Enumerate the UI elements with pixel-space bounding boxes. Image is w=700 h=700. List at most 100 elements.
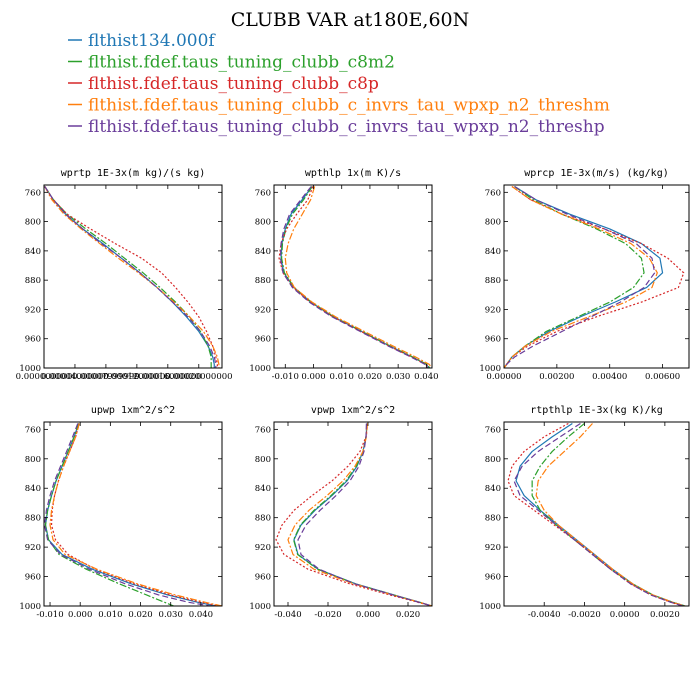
series-line <box>44 186 218 368</box>
y-tick-label: 840 <box>255 247 271 257</box>
y-tick-label: 960 <box>25 573 41 583</box>
series-line <box>504 185 656 368</box>
y-tick-label: 800 <box>255 455 271 465</box>
legend: flthist134.000fflthist.fdef.taus_tuning_… <box>68 31 610 137</box>
y-tick-label: 920 <box>485 543 501 553</box>
x-tick-label: -0.0020 <box>568 610 601 620</box>
panel-title: rtpthlp 1E-3x(kg K)/kg <box>530 405 662 416</box>
x-tick-label: 0.00020000000 <box>165 372 233 382</box>
plot-frame <box>503 421 690 607</box>
plot-frame <box>503 184 690 369</box>
y-tick-label: 800 <box>485 455 501 465</box>
y-tick-label: 760 <box>25 425 41 435</box>
y-tick-label: 840 <box>255 484 271 494</box>
panel-title: wpthlp 1x(m K)/s <box>305 168 401 179</box>
y-tick-label: 760 <box>255 425 271 435</box>
series-line <box>44 423 174 606</box>
plot-panel: rtpthlp 1E-3x(kg K)/kg 760 800 840 880 920 960… <box>479 405 690 620</box>
y-tick-label: 1000 <box>479 602 501 612</box>
x-tick-label: 0.00600 <box>645 372 680 382</box>
y-tick-label: 800 <box>485 218 501 228</box>
y-tick-label: 920 <box>255 305 271 315</box>
y-tick-label: 920 <box>25 543 41 553</box>
panels: wprtp 1E-3x(m kg)/(s kg) 760 800 840 880 920 9… <box>16 168 690 620</box>
x-tick-label: 0.030 <box>159 610 183 620</box>
y-tick-label: 800 <box>25 218 41 228</box>
x-tick-label: -0.020 <box>314 610 341 620</box>
series-line <box>278 186 430 368</box>
y-tick-label: 920 <box>485 305 501 315</box>
y-tick-label: 920 <box>255 543 271 553</box>
series-line <box>504 185 645 368</box>
legend-entry: flthist.fdef.taus_tuning_clubb_c_invrs_t… <box>88 96 610 116</box>
y-tick-label: 960 <box>485 573 501 583</box>
y-tick-label: 960 <box>25 335 41 345</box>
x-tick-label: 0.040 <box>189 610 213 620</box>
x-tick-label: 0.020 <box>128 610 152 620</box>
y-tick-label: 880 <box>485 276 501 286</box>
y-tick-label: 880 <box>255 514 271 524</box>
y-tick-label: 960 <box>255 335 271 345</box>
plot-frame <box>273 184 433 369</box>
y-tick-label: 1000 <box>479 364 501 374</box>
y-tick-label: 1000 <box>19 602 41 612</box>
y-tick-label: 840 <box>25 484 41 494</box>
panel-title: wprtp 1E-3x(m kg)/(s kg) <box>61 168 206 179</box>
series-line <box>44 423 217 606</box>
y-tick-label: 840 <box>485 484 501 494</box>
x-tick-label: 0.000 <box>356 610 380 620</box>
y-tick-label: 800 <box>25 455 41 465</box>
x-tick-label: -0.010 <box>36 610 63 620</box>
series-line <box>504 185 664 368</box>
series-line <box>513 422 684 606</box>
y-tick-label: 880 <box>255 276 271 286</box>
series-line <box>44 186 217 368</box>
legend-entry: flthist134.000f <box>88 31 216 51</box>
series-line <box>275 423 432 606</box>
legend-entry: flthist.fdef.taus_tuning_clubb_c8m2 <box>88 53 395 73</box>
x-tick-label: 0.010 <box>330 372 354 382</box>
x-tick-label: 0.020 <box>358 372 382 382</box>
x-tick-label: 0.00007999999 <box>72 372 140 382</box>
y-tick-label: 800 <box>255 218 271 228</box>
x-tick-label: 0.000 <box>68 610 92 620</box>
y-tick-label: 880 <box>25 276 41 286</box>
x-tick-label: 0.00012000000 <box>103 372 171 382</box>
series-line <box>531 423 686 606</box>
plot-frame <box>273 421 433 607</box>
series-line <box>504 185 685 368</box>
legend-entry: flthist.fdef.taus_tuning_clubb_c_invrs_t… <box>88 117 605 137</box>
y-tick-label: 1000 <box>19 364 41 374</box>
series-line <box>515 422 686 606</box>
plot-frame <box>43 421 223 607</box>
x-tick-label: -0.040 <box>274 610 301 620</box>
x-tick-label: 0.00200 <box>539 372 574 382</box>
y-tick-label: 760 <box>485 188 501 198</box>
panel-title: wprcp 1E-3x(m/s) (kg/kg) <box>524 168 669 179</box>
y-tick-label: 1000 <box>249 602 271 612</box>
panel-title: upwp 1xm^2/s^2 <box>91 405 175 416</box>
y-tick-label: 760 <box>255 188 271 198</box>
series-line <box>279 186 429 368</box>
figure-title: CLUBB VAR at180E,60N <box>231 9 470 31</box>
x-tick-label: 0.00004000000 <box>41 372 109 382</box>
x-tick-label: 0.000000000 <box>16 372 73 382</box>
y-tick-label: 880 <box>485 514 501 524</box>
y-tick-label: 960 <box>255 573 271 583</box>
x-tick-label: 0.00000 <box>486 372 521 382</box>
y-tick-label: 1000 <box>249 364 271 374</box>
x-tick-label: 0.00016000000 <box>134 372 202 382</box>
series-line <box>44 423 211 606</box>
y-tick-label: 880 <box>25 514 41 524</box>
x-tick-label: 0.00400 <box>592 372 627 382</box>
y-tick-label: 840 <box>485 247 501 257</box>
series-line <box>44 186 220 368</box>
series-line <box>44 186 212 368</box>
x-tick-label: 0.0020 <box>650 610 680 620</box>
series-line <box>50 423 220 606</box>
x-tick-label: -0.010 <box>272 372 299 382</box>
x-tick-label: 0.000 <box>301 372 325 382</box>
x-tick-label: 0.010 <box>98 610 122 620</box>
series-line <box>284 186 432 368</box>
x-tick-label: -0.0040 <box>528 610 561 620</box>
